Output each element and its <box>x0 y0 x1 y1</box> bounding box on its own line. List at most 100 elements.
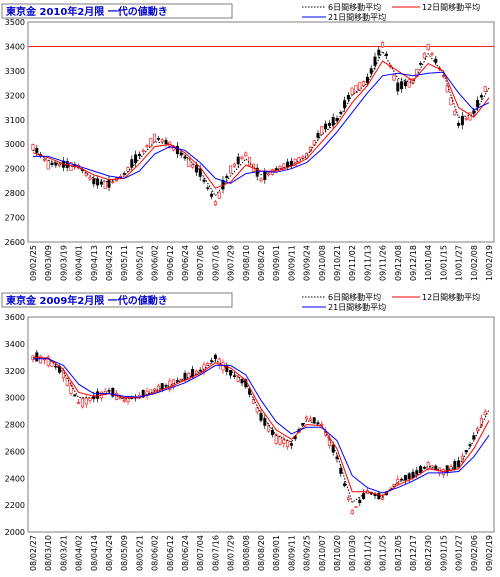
x-tick-label: 09/08/10 <box>242 245 251 281</box>
candle-body <box>111 387 115 397</box>
x-tick-label: 08/08/08 <box>242 535 251 571</box>
candle-body <box>88 397 92 401</box>
x-tick-label: 09/07/29 <box>227 245 236 281</box>
x-tick-label: 08/10/20 <box>333 535 342 571</box>
x-tick-label: 08/09/25 <box>303 535 312 571</box>
candle-body <box>118 397 122 400</box>
candle-body <box>346 95 350 100</box>
candle-body <box>84 172 88 176</box>
y-tick-label: 2800 <box>5 189 25 198</box>
candle-body <box>324 123 328 130</box>
candle-body <box>419 466 423 473</box>
candle-body <box>407 473 411 480</box>
candle-body <box>145 145 149 148</box>
candle-body <box>479 95 483 98</box>
candle-body <box>308 147 312 152</box>
x-tick-label: 08/11/25 <box>379 535 388 571</box>
candle-body <box>50 162 54 165</box>
x-tick-label: 09/05/21 <box>135 245 144 281</box>
candle-body <box>107 390 111 392</box>
candle-body <box>134 154 138 164</box>
candle-body <box>213 354 217 359</box>
x-tick-label: 09/06/02 <box>151 245 160 281</box>
candle-body <box>202 179 206 182</box>
x-tick-label: 08/11/12 <box>363 535 372 571</box>
candle-body <box>346 497 350 500</box>
candle-body <box>343 100 347 109</box>
candle-body <box>217 191 221 199</box>
candle-body <box>202 364 206 372</box>
legend: 6日間移動平均 12日間移動平均 21日間移動平均 <box>302 292 480 312</box>
y-tick-label: 2400 <box>5 474 25 483</box>
candle-body <box>137 153 141 157</box>
x-tick-label: 08/06/24 <box>181 535 190 571</box>
x-tick-label: 09/04/23 <box>105 245 114 281</box>
x-tick-label: 08/04/14 <box>90 535 99 571</box>
candle-body <box>65 377 69 386</box>
candle-body <box>483 411 487 415</box>
candle-body <box>54 365 58 368</box>
x-tick-label: 08/07/04 <box>196 535 205 571</box>
x-tick-label: 09/07/16 <box>211 245 220 281</box>
candle-body <box>434 58 438 63</box>
candle-body <box>187 158 191 168</box>
candle-body <box>240 378 244 384</box>
x-tick-label: 09/09/11 <box>287 245 296 281</box>
x-tick-label: 08/05/09 <box>120 535 129 571</box>
candle-body <box>263 171 267 181</box>
candle-body <box>289 160 293 166</box>
candle-body <box>422 52 426 59</box>
candle-body <box>457 122 461 126</box>
candle-body <box>358 82 362 91</box>
candle-body <box>308 418 312 421</box>
x-tick-label: 08/09/01 <box>272 535 281 571</box>
candle-body <box>130 159 134 168</box>
ma-line-3 <box>33 358 490 494</box>
legend: 6日間移動平均 12日間移動平均 21日間移動平均 <box>302 2 480 22</box>
candle-body <box>343 483 347 487</box>
candle-body <box>31 144 35 151</box>
candle-body <box>331 445 335 453</box>
candle-body <box>305 416 309 420</box>
legend-label: 6日間移動平均 <box>328 2 381 12</box>
x-tick-label: 09/08/20 <box>257 245 266 281</box>
x-tick-label: 09/04/01 <box>75 245 84 281</box>
y-tick-label: 3400 <box>5 42 25 51</box>
x-tick-label: 09/05/11 <box>120 245 129 281</box>
x-tick-label: 09/03/09 <box>44 245 53 281</box>
chart-panel-2: 東京金 2009年2月限 一代の値動き 2000 2200 2400 2600 2800 3… <box>1 292 495 571</box>
candle-body <box>160 139 164 143</box>
x-tick-label: 08/04/24 <box>105 535 114 571</box>
x-tick-label: 09/11/02 <box>348 245 357 281</box>
x-tick-label: 10/02/08 <box>470 245 479 281</box>
candle-body <box>267 425 271 432</box>
y-tick-label: 3200 <box>5 91 25 100</box>
candle-body <box>141 389 145 398</box>
y-tick-label: 2900 <box>5 165 25 174</box>
x-tick-label: 09/12/08 <box>394 245 403 281</box>
candle-body <box>141 149 145 152</box>
candle-body <box>259 413 263 421</box>
x-tick-label: 09/10/21 <box>333 245 342 281</box>
candle-body <box>426 462 430 469</box>
candle-body <box>373 56 377 66</box>
candle-body <box>274 434 278 444</box>
candle-body <box>460 455 464 462</box>
candle-body <box>251 399 255 404</box>
candle-body <box>381 497 385 500</box>
candle-body <box>42 158 46 161</box>
ma-line-3 <box>33 71 490 184</box>
ma-line-1 <box>32 356 490 504</box>
y-tick-label: 2000 <box>5 528 25 537</box>
candle-body <box>320 126 324 136</box>
y-tick-label: 3200 <box>5 367 25 376</box>
plot-frame <box>27 316 495 533</box>
candle-body <box>259 178 263 182</box>
candle-body <box>419 63 423 65</box>
x-tick-label: 09/01/27 <box>455 535 464 571</box>
candle-body <box>107 179 111 188</box>
y-tick-label: 2700 <box>5 214 25 223</box>
candle-body <box>430 53 434 55</box>
candle-body <box>232 163 236 167</box>
